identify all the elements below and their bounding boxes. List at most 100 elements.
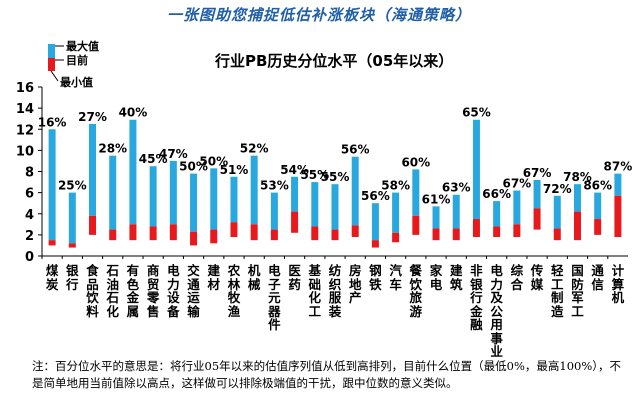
bar-current-28 <box>594 219 602 235</box>
bar-current-21 <box>452 228 460 241</box>
category-label-8: 交通运输 <box>187 263 200 319</box>
y-tick-label: 10 <box>16 144 34 159</box>
bar-max-19 <box>412 169 420 216</box>
percentile-label-26: 72% <box>543 182 572 196</box>
bar-current-9 <box>210 229 218 244</box>
percentile-label-15: 55% <box>321 170 350 184</box>
legend-label-1: 最大值 <box>66 39 99 53</box>
bar-max-15 <box>331 184 339 230</box>
category-label-24: 综合 <box>510 263 524 292</box>
page-title: 一张图助您捕捉低估补涨板块（海通策略） <box>166 6 471 24</box>
bar-current-16 <box>351 225 359 237</box>
percentile-label-2: 25% <box>58 179 87 193</box>
percentile-label-8: 50% <box>179 160 208 174</box>
category-label-7: 电力设备 <box>167 263 180 319</box>
percentile-label-6: 45% <box>139 152 168 166</box>
bar-current-25 <box>533 208 541 230</box>
category-label-22: 非银行金融 <box>470 263 483 332</box>
category-label-20: 家电 <box>429 263 443 292</box>
bar-current-2 <box>68 243 76 248</box>
bar-current-13 <box>291 211 299 233</box>
bar-max-28 <box>594 192 602 220</box>
bar-current-3 <box>89 215 97 235</box>
category-label-6: 商贸零售 <box>146 263 160 319</box>
category-label-16: 房地产 <box>348 263 362 305</box>
bar-current-27 <box>573 211 581 241</box>
bar-max-22 <box>472 119 480 220</box>
percentile-label-20: 61% <box>422 192 451 206</box>
percentile-label-21: 63% <box>442 181 471 195</box>
category-label-9: 建材 <box>207 263 220 292</box>
bar-current-29 <box>614 195 622 237</box>
bar-current-23 <box>493 226 501 237</box>
category-label-25: 传媒 <box>530 263 544 292</box>
percentile-label-29: 87% <box>604 160 633 174</box>
percentile-label-1: 16% <box>38 115 67 129</box>
bar-current-4 <box>109 229 117 241</box>
bar-max-26 <box>553 195 561 229</box>
category-label-4: 石油石化 <box>106 263 119 319</box>
legend-swatch-max <box>48 44 55 58</box>
bar-max-25 <box>533 179 541 209</box>
percentile-label-22: 65% <box>462 106 491 120</box>
category-label-21: 建筑 <box>449 263 463 292</box>
percentile-label-3: 27% <box>78 110 107 124</box>
category-label-11: 机械 <box>247 263 261 292</box>
bar-current-8 <box>190 231 198 246</box>
bar-max-5 <box>129 119 137 225</box>
percentile-label-5: 40% <box>119 106 148 120</box>
y-tick-label: 2 <box>25 229 34 244</box>
bar-current-6 <box>149 226 157 241</box>
category-label-27: 国防军工 <box>571 263 584 319</box>
chart-title: 行业PB历史分位水平（05年以来） <box>215 52 454 70</box>
bar-current-18 <box>392 232 400 243</box>
category-label-10: 农林牧渔 <box>227 263 241 319</box>
bar-current-10 <box>230 222 238 237</box>
legend-label-3: 最小值 <box>60 75 93 89</box>
bar-max-8 <box>190 173 198 232</box>
category-label-23: 电力及公用事业 <box>490 263 503 359</box>
bar-max-17 <box>371 203 379 241</box>
category-label-18: 汽车 <box>389 263 402 292</box>
bar-max-18 <box>392 192 400 233</box>
percentile-label-19: 60% <box>401 155 430 169</box>
bar-max-2 <box>68 192 76 244</box>
y-tick-label: 4 <box>25 208 34 223</box>
bar-current-17 <box>371 240 379 248</box>
bar-max-13 <box>291 176 299 212</box>
bar-max-27 <box>573 184 581 212</box>
bar-max-9 <box>210 168 218 230</box>
category-label-12: 电子元器件 <box>268 263 281 332</box>
percentile-label-23: 66% <box>482 187 511 201</box>
bar-current-12 <box>270 229 278 241</box>
y-tick-label: 8 <box>25 166 34 181</box>
category-label-29: 计算机 <box>611 263 625 305</box>
bar-max-4 <box>109 155 117 230</box>
category-label-26: 轻工制造 <box>551 263 564 319</box>
percentile-label-4: 28% <box>98 142 127 156</box>
bar-current-20 <box>432 228 440 241</box>
bar-current-14 <box>311 226 319 241</box>
y-tick-label: 14 <box>16 102 34 117</box>
bar-current-24 <box>513 224 521 237</box>
category-label-2: 银行 <box>66 263 79 292</box>
percentile-label-16: 56% <box>341 143 370 157</box>
percentile-label-17: 56% <box>361 189 390 203</box>
bar-max-29 <box>614 173 622 196</box>
legend-label-2: 目前 <box>66 53 88 67</box>
category-label-15: 纺织服装 <box>328 263 342 319</box>
y-tick-label: 12 <box>16 123 34 138</box>
percentile-label-12: 53% <box>260 179 289 193</box>
category-label-17: 钢铁 <box>369 263 382 292</box>
legend-pointer-min <box>50 70 59 82</box>
percentile-label-9: 50% <box>199 154 228 168</box>
category-label-1: 煤炭 <box>45 263 59 292</box>
percentile-label-24: 67% <box>502 177 531 191</box>
percentile-label-27: 78% <box>563 170 592 184</box>
category-label-28: 通信 <box>591 263 604 292</box>
bar-max-6 <box>149 166 157 227</box>
bar-max-16 <box>351 156 359 226</box>
percentile-label-11: 52% <box>240 142 269 156</box>
y-tick-label: 0 <box>25 250 34 265</box>
y-tick-label: 6 <box>25 187 34 202</box>
